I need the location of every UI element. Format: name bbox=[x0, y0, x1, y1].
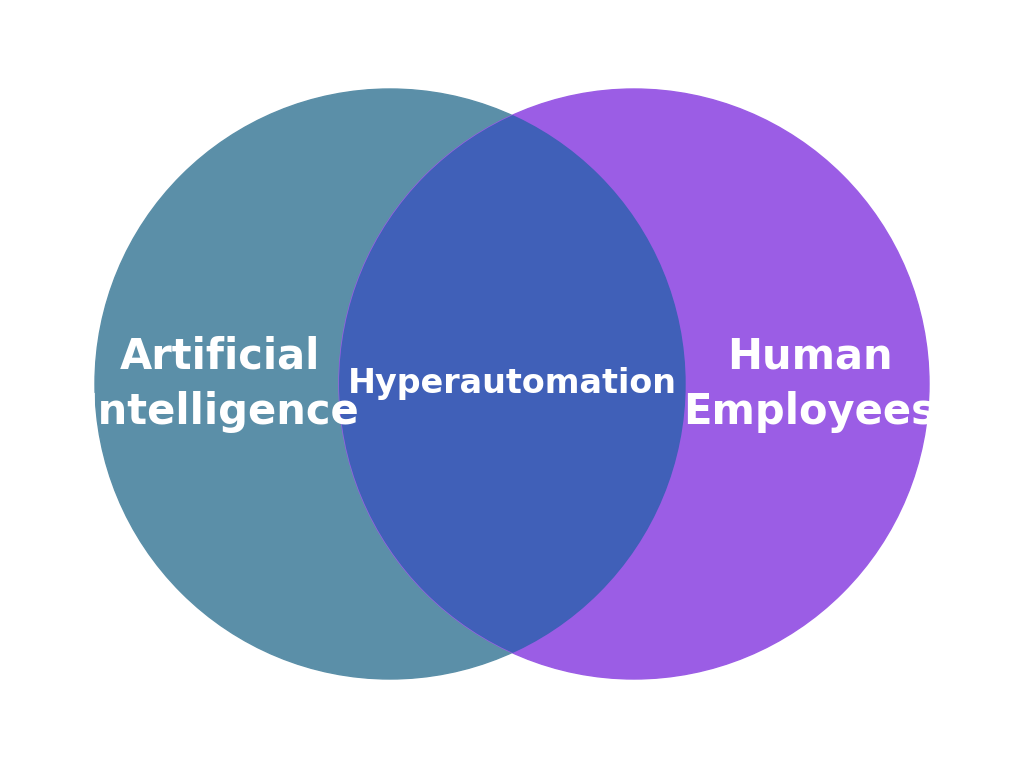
Circle shape bbox=[95, 89, 685, 679]
Text: Hyperautomation: Hyperautomation bbox=[347, 368, 677, 400]
Text: Artificial
Intelligence: Artificial Intelligence bbox=[82, 336, 358, 432]
Circle shape bbox=[95, 89, 685, 679]
Text: Human
Employees: Human Employees bbox=[684, 336, 936, 432]
Circle shape bbox=[339, 89, 929, 679]
